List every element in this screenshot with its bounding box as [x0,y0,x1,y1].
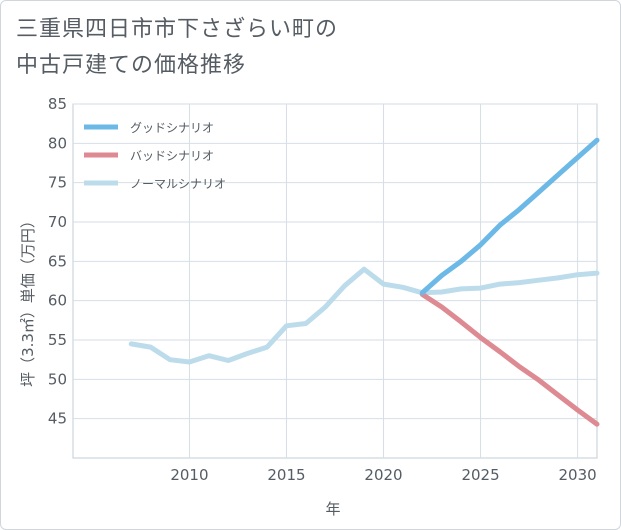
chart-title-line2: 中古戸建ての価格推移 [16,53,247,78]
series-line-2 [128,266,600,365]
x-tick-label-2010: 2010 [170,466,208,484]
y-tick-label-60: 60 [48,292,67,310]
series-line-1 [419,291,600,427]
y-tick-label-65: 65 [48,252,67,270]
grid-lines [73,103,597,458]
legend-label-1: バッドシナリオ [130,149,214,163]
y-tick-label-55: 55 [48,331,67,349]
legend-label-0: グッドシナリオ [130,121,214,135]
series-lines [128,137,600,427]
y-tick-label-70: 70 [48,213,67,231]
y-axis-title: 坪（3.3㎡）単価（万円） [19,213,37,387]
x-axis-title: 年 [325,500,340,518]
y-tick-label-85: 85 [48,95,67,113]
x-tick-label-2015: 2015 [267,466,305,484]
y-tick-label-50: 50 [48,370,67,388]
x-tick-labels: 2010 2015 2020 2025 2030 [170,466,596,484]
series-line-0 [419,137,600,296]
chart-title: 三重県四日市市下さざらい町の 中古戸建ての価格推移 [16,12,576,84]
legend-label-2: ノーマルシナリオ [130,177,226,191]
chart-title-line1: 三重県四日市市下さざらい町の [16,17,339,42]
y-tick-label-75: 75 [48,174,67,192]
y-tick-labels: 45 50 55 60 65 70 75 80 85 [48,95,67,428]
x-tick-label-2025: 2025 [461,466,499,484]
y-tick-label-45: 45 [48,410,67,428]
x-tick-label-2020: 2020 [364,466,402,484]
x-tick-label-2030: 2030 [558,466,596,484]
y-tick-label-80: 80 [48,134,67,152]
